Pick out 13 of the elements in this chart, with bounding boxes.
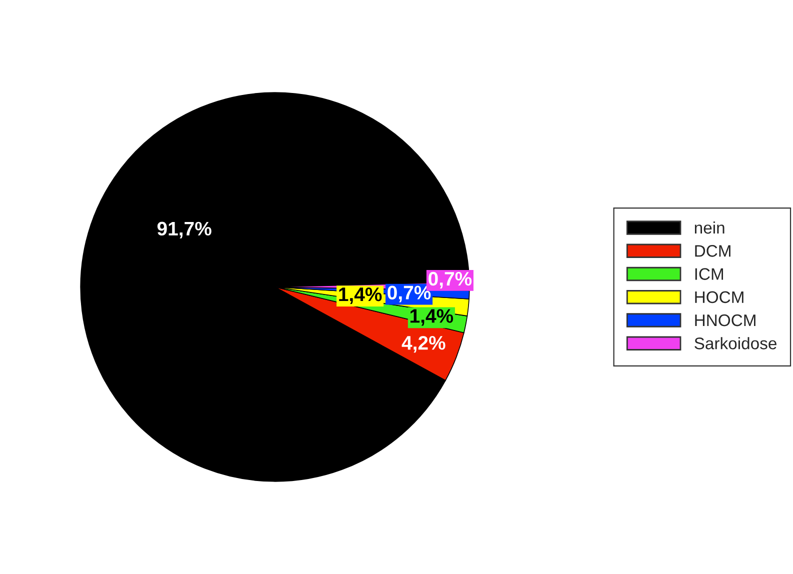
legend-label: HNOCM <box>695 314 756 326</box>
pie-slice <box>80 92 470 482</box>
data-label: 0,7% <box>428 272 472 288</box>
data-label: 0,7% <box>388 286 431 302</box>
legend-label: ICM <box>695 268 723 280</box>
data-label: 1,4% <box>410 309 454 326</box>
legend-label: nein <box>694 221 724 234</box>
legend-label: DCM <box>695 245 730 257</box>
legend-label: HOCM <box>695 291 744 304</box>
data-label: 91,7% <box>157 222 212 238</box>
data-label: 1,4% <box>339 288 382 304</box>
legend-label: Sarkoidose <box>694 337 776 350</box>
data-label: 4,2% <box>402 336 446 353</box>
